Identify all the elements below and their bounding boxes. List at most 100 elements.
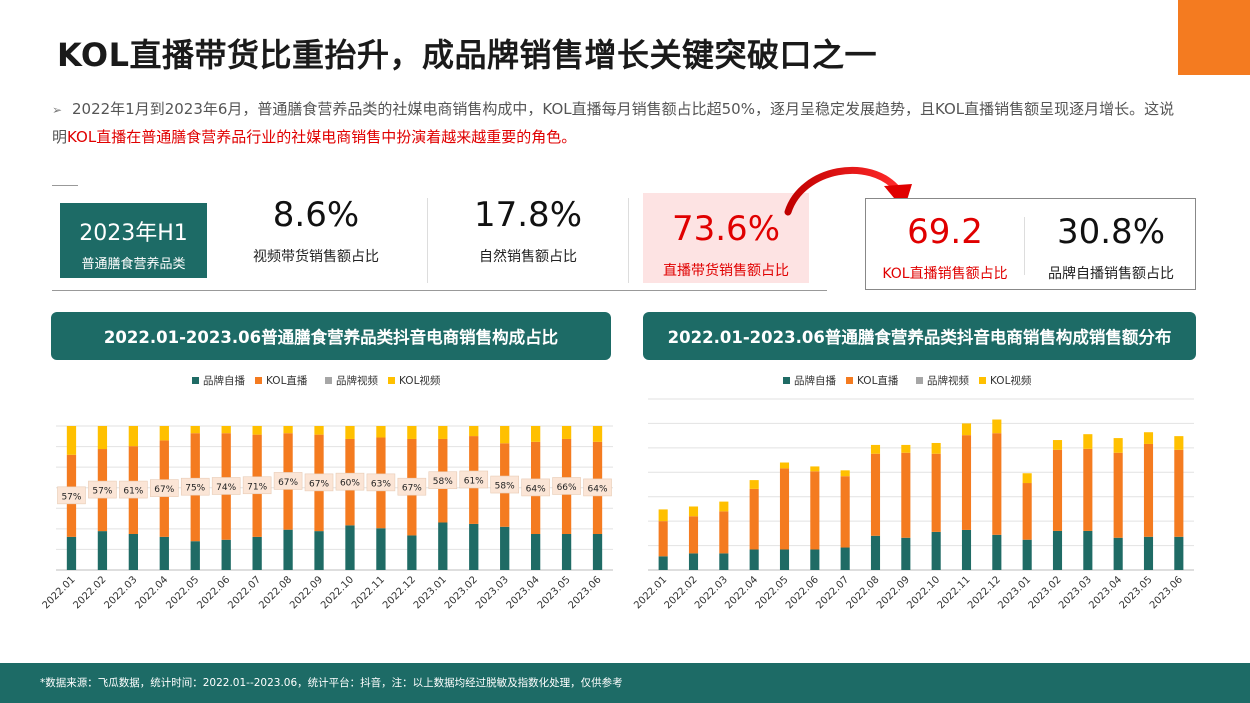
data-label: 57% (61, 492, 81, 502)
data-label-box (273, 472, 303, 490)
kpi-kol-live: 69.2 KOL直播销售额占比 (866, 215, 1024, 283)
bar-segment (901, 537, 911, 570)
live-breakdown-box: 69.2 KOL直播销售额占比 30.8% 品牌自播销售额占比 (865, 198, 1196, 290)
bar-segment (500, 426, 510, 444)
x-tick-label: 2023.06 (1148, 574, 1185, 611)
bar-segment (658, 556, 668, 570)
arrow-bullet-icon: ➢ (52, 103, 63, 117)
bar-segment (345, 525, 355, 570)
bar-segment (561, 534, 572, 570)
bar-segment (438, 522, 448, 570)
data-label-box (57, 486, 86, 505)
data-label: 64% (526, 484, 546, 494)
bar-segment (283, 426, 293, 434)
legend-swatch (255, 377, 262, 384)
bar-segment (901, 452, 911, 538)
divider (628, 198, 629, 283)
legend-label: 品牌自播 (794, 374, 836, 387)
bar-segment (719, 511, 729, 554)
share-chart: 品牌自播 KOL直播 品牌视频 KOL视频 2022.01 57% 2022.02 57% 20… (41, 374, 613, 611)
data-label-box (583, 478, 612, 497)
x-tick-label: 2023.02 (443, 574, 480, 611)
bar-segment (870, 453, 881, 536)
data-label: 67% (309, 479, 329, 489)
kpi-period: 2023年H1 (79, 221, 188, 246)
data-label: 60% (340, 479, 360, 489)
bar-segment (1113, 452, 1123, 538)
data-label-box (180, 477, 210, 496)
kpi-label: 直播带货销售额占比 (663, 263, 789, 279)
data-label-box (150, 479, 179, 497)
bar-segment (931, 531, 941, 570)
kpi-natural: 17.8% 自然销售额占比 (444, 198, 612, 266)
bar-segment (749, 488, 759, 550)
bar-segment (901, 444, 911, 453)
bar-segment (1174, 536, 1184, 570)
bar-segment (1083, 448, 1093, 531)
data-label: 71% (247, 482, 267, 492)
legend-label: KOL视频 (990, 374, 1032, 387)
bar-segment (992, 419, 1002, 434)
legend-swatch (979, 377, 986, 384)
bar-segment (252, 426, 262, 435)
bar-segment (688, 506, 699, 517)
bar-segment (749, 480, 759, 489)
bar-segment (961, 529, 972, 570)
bar-segment (1052, 440, 1063, 450)
bar-segment (1143, 443, 1154, 537)
x-tick-label: 2022.05 (164, 574, 201, 611)
bar-segment (1143, 432, 1154, 444)
data-label: 63% (371, 479, 391, 489)
bar-segment (1052, 449, 1063, 531)
bar-segment (992, 534, 1002, 570)
legend-label: 品牌视频 (336, 374, 378, 387)
bar-segment (345, 426, 355, 439)
bar-segment (1022, 473, 1032, 484)
intro-paragraph: ➢ 2022年1月到2023年6月，普通膳食营养品类的社媒电商销售构成中，KOL直… (52, 96, 1182, 151)
bar-segment (469, 426, 479, 437)
kpi-value: 73.6% (671, 209, 780, 249)
bar-segment (128, 426, 139, 447)
bar-segment (592, 534, 603, 570)
data-label: 74% (216, 483, 236, 493)
legend-label: KOL视频 (399, 374, 441, 387)
data-label-box (459, 470, 489, 489)
bar-segment (314, 531, 324, 570)
bar-segment (779, 462, 790, 469)
x-tick-label: 2022.09 (288, 574, 325, 611)
legend-swatch (325, 377, 332, 384)
data-label-box (490, 475, 519, 494)
kpi-value: 17.8% (473, 195, 582, 235)
bar-segment (779, 468, 790, 550)
data-label-box (397, 477, 427, 496)
kpi-label: KOL直播销售额占比 (882, 266, 1008, 282)
bar-segment (931, 453, 941, 532)
bar-segment (592, 426, 603, 442)
legend-label: 品牌视频 (927, 374, 969, 387)
x-tick-label: 2022.11 (350, 574, 387, 611)
bar-segment (1174, 449, 1184, 537)
bar-segment (870, 444, 881, 454)
bar-segment (840, 547, 850, 570)
data-label-box (242, 476, 272, 495)
kpi-live: 73.6% 直播带货销售额占比 (643, 212, 809, 280)
bar-segment (530, 534, 541, 570)
amount-chart: 品牌自播 KOL直播 品牌视频 KOL视频2022.012022.022022.032… (632, 374, 1194, 611)
x-tick-label: 2023.05 (536, 574, 573, 611)
bar-segment (190, 541, 200, 570)
data-label: 75% (185, 484, 205, 494)
kpi-brand-live: 30.8% 品牌自播销售额占比 (1026, 215, 1196, 283)
data-label-box (304, 473, 334, 492)
bar-segment (97, 426, 108, 450)
x-tick-label: 2023.04 (505, 574, 542, 611)
data-label-box (335, 472, 365, 491)
corner-accent (1178, 0, 1250, 75)
bar-segment (931, 442, 941, 454)
bar-segment (530, 426, 541, 442)
bar-segment (159, 426, 169, 441)
bar-segment (961, 435, 972, 530)
bar-segment (314, 426, 324, 435)
x-tick-label: 2022.06 (195, 574, 232, 611)
intro-text: 2022年1月到2023年6月，普通膳食营养品类的社媒电商销售构成中，KOL直播… (52, 100, 1175, 146)
chart-right-title: 2022.01-2023.06普通膳食营养品类抖音电商销售构成销售额分布 (643, 312, 1196, 360)
